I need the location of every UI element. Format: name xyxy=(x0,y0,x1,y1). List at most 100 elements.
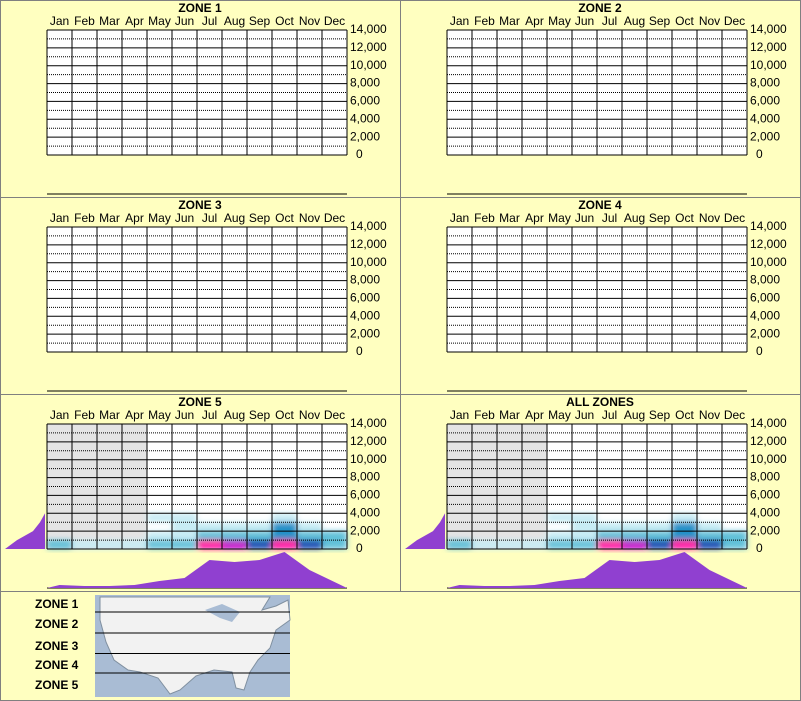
density-cell xyxy=(597,531,622,541)
y-tick-label: 6,000 xyxy=(350,291,380,305)
y-tick-label: 6,000 xyxy=(350,94,380,108)
month-label: Jun xyxy=(575,408,594,422)
y-tick-label: 0 xyxy=(756,147,763,161)
zone-label: ZONE 5 xyxy=(35,678,79,692)
month-label: Oct xyxy=(275,408,294,422)
y-tick-label: 8,000 xyxy=(350,273,380,287)
density-cell xyxy=(247,531,272,541)
y-tick-label: 10,000 xyxy=(750,58,787,72)
density-cell xyxy=(147,513,172,523)
month-label: Feb xyxy=(74,408,95,422)
density-cell xyxy=(47,540,72,549)
panel: ZONE 2 Jan Feb Mar Apr May Jun Jul Aug Sep Oct Nov D… xyxy=(446,1,787,195)
y-tick-label: 12,000 xyxy=(750,40,787,54)
y-tick-label: 14,000 xyxy=(350,22,387,36)
y-tick-label: 12,000 xyxy=(350,40,387,54)
density-cell xyxy=(722,531,747,541)
y-tick-label: 10,000 xyxy=(750,255,787,269)
month-label: Sep xyxy=(649,408,671,422)
density-cell xyxy=(497,540,522,549)
density-cell xyxy=(122,540,147,549)
month-label: Aug xyxy=(224,211,245,225)
month-label: Dec xyxy=(324,14,345,28)
month-label: May xyxy=(148,14,171,28)
month-label: Jan xyxy=(50,408,69,422)
y-tick-label: 2,000 xyxy=(350,129,380,143)
month-label: May xyxy=(148,408,171,422)
y-tick-label: 10,000 xyxy=(750,452,787,466)
month-label: Aug xyxy=(224,408,245,422)
month-label: Jul xyxy=(602,408,617,422)
month-label: Sep xyxy=(649,211,671,225)
density-cell xyxy=(597,522,622,532)
density-cell xyxy=(172,531,197,541)
density-cell xyxy=(197,531,222,541)
density-cell xyxy=(322,531,347,541)
y-tick-label: 8,000 xyxy=(350,76,380,90)
month-label: Feb xyxy=(74,14,95,28)
density-cell xyxy=(722,540,747,549)
y-tick-label: 14,000 xyxy=(750,22,787,36)
zone-label: ZONE 1 xyxy=(35,597,79,611)
month-label: Apr xyxy=(525,408,544,422)
density-cell xyxy=(672,513,697,523)
y-tick-label: 4,000 xyxy=(350,505,380,519)
density-cell xyxy=(547,540,572,549)
density-cell xyxy=(297,540,322,549)
month-label: Jan xyxy=(450,408,469,422)
month-label: Jul xyxy=(602,211,617,225)
month-label: Jan xyxy=(450,14,469,28)
month-label: Jul xyxy=(202,408,217,422)
panel-title: ZONE 3 xyxy=(178,198,222,212)
month-label: Jan xyxy=(50,211,69,225)
month-label: Apr xyxy=(125,408,144,422)
density-cell xyxy=(197,522,222,532)
month-label: Feb xyxy=(474,211,495,225)
density-cell xyxy=(97,540,122,549)
y-tick-label: 6,000 xyxy=(750,291,780,305)
month-label: Nov xyxy=(699,408,720,422)
density-cell xyxy=(572,522,597,532)
density-cell xyxy=(297,531,322,541)
zone-label: ZONE 3 xyxy=(35,639,79,653)
y-tick-label: 4,000 xyxy=(350,308,380,322)
month-label: Nov xyxy=(699,211,720,225)
y-tick-label: 2,000 xyxy=(750,523,780,537)
y-tick-label: 12,000 xyxy=(750,434,787,448)
density-cell xyxy=(197,540,222,549)
density-cell xyxy=(72,540,97,549)
density-cell xyxy=(572,540,597,549)
y-tick-label: 14,000 xyxy=(350,219,387,233)
density-cell xyxy=(222,540,247,549)
panel: ZONE 4 Jan Feb Mar Apr May Jun Jul Aug Sep Oct Nov D… xyxy=(446,198,787,392)
panel: ZONE 3 Jan Feb Mar Apr May Jun Jul Aug Sep Oct Nov D… xyxy=(46,198,387,392)
panel: ALL ZONES Jan Feb Mar Apr May Jun Jul Aug Sep Oct N… xyxy=(405,395,787,589)
density-cell xyxy=(222,522,247,532)
panel-title: ZONE 2 xyxy=(578,1,622,15)
month-label: Oct xyxy=(275,211,294,225)
month-label: May xyxy=(548,211,571,225)
y-tick-label: 2,000 xyxy=(350,523,380,537)
y-tick-label: 0 xyxy=(356,344,363,358)
y-tick-label: 6,000 xyxy=(350,488,380,502)
month-label: Jun xyxy=(175,408,194,422)
density-cell xyxy=(572,531,597,541)
month-label: Apr xyxy=(525,14,544,28)
month-label: Jun xyxy=(575,211,594,225)
density-cell xyxy=(172,540,197,549)
density-cell xyxy=(147,540,172,549)
month-label: Jun xyxy=(175,14,194,28)
month-label: Feb xyxy=(74,211,95,225)
density-cell xyxy=(172,513,197,523)
month-label: Aug xyxy=(224,14,245,28)
y-tick-label: 0 xyxy=(756,344,763,358)
y-tick-label: 10,000 xyxy=(350,58,387,72)
density-cell xyxy=(697,522,722,532)
month-label: Oct xyxy=(675,14,694,28)
map-lakes xyxy=(205,604,240,622)
density-cell xyxy=(647,522,672,532)
month-label: Aug xyxy=(624,408,645,422)
month-label: Jul xyxy=(202,14,217,28)
shaded-month xyxy=(522,424,547,549)
month-label: Sep xyxy=(649,14,671,28)
